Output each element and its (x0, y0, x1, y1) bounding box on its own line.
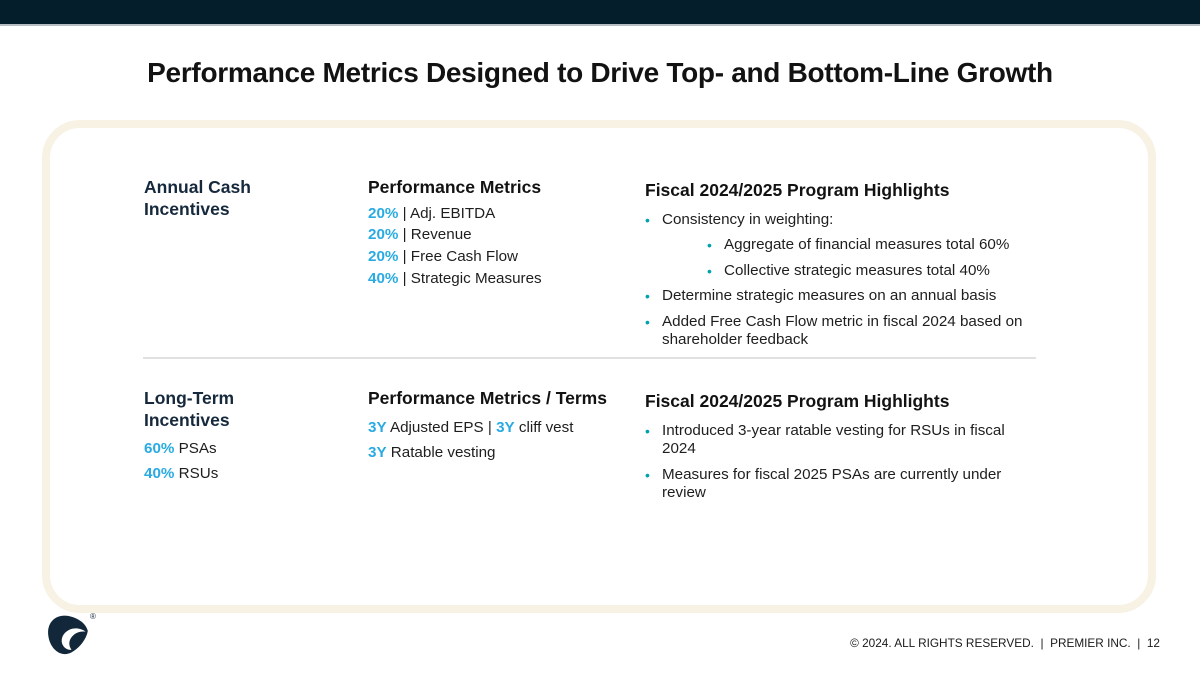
bullet-icon: • (645, 466, 650, 483)
metric-text: cliff vest (514, 418, 574, 436)
metric-line: 20% | Free Cash Flow (368, 246, 628, 268)
bullet-item: • Aggregate of financial measures total 6… (707, 236, 1039, 255)
metric-accent-value: 40% (368, 269, 399, 287)
row-divider (143, 357, 1036, 359)
registered-trademark-mark: ® (90, 612, 96, 621)
metric-text: Ratable vesting (386, 443, 496, 461)
highlights-heading: Fiscal 2024/2025 Program Highlights (645, 391, 950, 411)
bullet-icon: • (707, 237, 712, 253)
bullet-icon: • (645, 288, 650, 304)
metric-accent-value: 20% (368, 204, 399, 222)
metric-text: Adjusted EPS | (386, 418, 497, 436)
section-label: Annual Cash Incentives (144, 177, 251, 219)
metric-line: 40% RSUs (144, 465, 314, 483)
long-term-highlights-column: Fiscal 2024/2025 Program Highlights • Int… (645, 391, 1039, 510)
bullet-item: • Collective strategic measures total 40% (707, 262, 1039, 281)
bullet-icon: • (645, 422, 650, 439)
metric-accent-value: 20% (368, 248, 399, 266)
slide-title: Performance Metrics Designed to Drive To… (147, 57, 1053, 88)
bullet-text: Consistency in weighting: (662, 210, 834, 228)
metric-accent-value: 20% (368, 226, 399, 244)
metric-text: RSUs (174, 465, 219, 482)
annual-cash-label-column: Annual Cash Incentives (144, 177, 314, 229)
metric-lines: 3Y Adjusted EPS | 3Y cliff vest 3Y Ratabl… (368, 419, 623, 462)
content-card (42, 120, 1156, 613)
metric-line: 3Y Adjusted EPS | 3Y cliff vest (368, 419, 623, 437)
bullet-item: • Determine strategic measures on an annu… (645, 287, 1039, 306)
bullet-text: Measures for fiscal 2025 PSAs are curren… (662, 465, 1002, 502)
bullet-text: Introduced 3-year ratable vesting for RS… (662, 421, 1005, 458)
premier-logo-icon (46, 615, 90, 659)
bullet-icon: • (645, 313, 650, 330)
metric-text: | Free Cash Flow (398, 248, 518, 266)
annual-cash-highlights-column: Fiscal 2024/2025 Program Highlights • Con… (645, 180, 1039, 357)
label-lines: 60% PSAs 40% RSUs (144, 440, 314, 483)
bullet-item: • Introduced 3-year ratable vesting for R… (645, 422, 1039, 459)
metric-accent-value: 40% (144, 465, 175, 482)
highlights-bullets: • Consistency in weighting: • Aggregate of … (645, 211, 1039, 350)
metric-line: 20% | Adj. EBITDA (368, 203, 628, 225)
bullet-icon: • (645, 211, 650, 228)
top-bar-divider (0, 24, 1200, 26)
footer-copyright: © 2024. ALL RIGHTS RESERVED. | PREMIER I… (850, 636, 1160, 650)
bullet-item: • Added Free Cash Flow metric in fiscal 2… (645, 313, 1039, 350)
metrics-heading: Performance Metrics (368, 177, 542, 197)
bullet-text: Aggregate of financial measures total 60… (724, 236, 1010, 253)
metric-line: 20% | Revenue (368, 224, 628, 246)
long-term-metrics-column: Performance Metrics / Terms 3Y Adjusted … (368, 388, 623, 469)
highlights-heading: Fiscal 2024/2025 Program Highlights (645, 180, 950, 200)
section-label: Long-Term Incentives (144, 388, 235, 430)
metric-line: 60% PSAs (144, 440, 314, 458)
bullet-text: Determine strategic measures on an annua… (662, 287, 997, 304)
bullet-icon: • (707, 262, 712, 279)
bullet-item: • Measures for fiscal 2025 PSAs are curre… (645, 466, 1039, 503)
bullet-item: • Consistency in weighting: (645, 211, 1039, 230)
bullet-text: Collective strategic measures total 40% (724, 261, 990, 279)
highlights-bullets: • Introduced 3-year ratable vesting for R… (645, 422, 1039, 503)
metric-text: PSAs (174, 440, 217, 457)
metrics-heading: Performance Metrics / Terms (368, 388, 607, 408)
metric-text: | Adj. EBITDA (398, 204, 496, 222)
metric-text: | Strategic Measures (398, 269, 542, 287)
metric-accent-value: 3Y (368, 443, 387, 461)
bullet-text: Added Free Cash Flow metric in fiscal 20… (662, 312, 1023, 349)
metric-accent-value: 60% (144, 440, 175, 457)
metric-text: | Revenue (398, 226, 472, 244)
top-bar (0, 0, 1200, 24)
annual-cash-metrics-column: Performance Metrics 20% | Adj. EBITDA 20%… (368, 177, 628, 290)
metric-accent-value: 3Y (368, 418, 387, 436)
long-term-label-column: Long-Term Incentives 60% PSAs 40% RSUs (144, 388, 314, 490)
metric-lines: 20% | Adj. EBITDA 20% | Revenue 20% | Free… (368, 203, 628, 290)
metric-line: 40% | Strategic Measures (368, 268, 628, 290)
metric-accent-value: 3Y (496, 418, 515, 436)
metric-line: 3Y Ratable vesting (368, 444, 623, 462)
